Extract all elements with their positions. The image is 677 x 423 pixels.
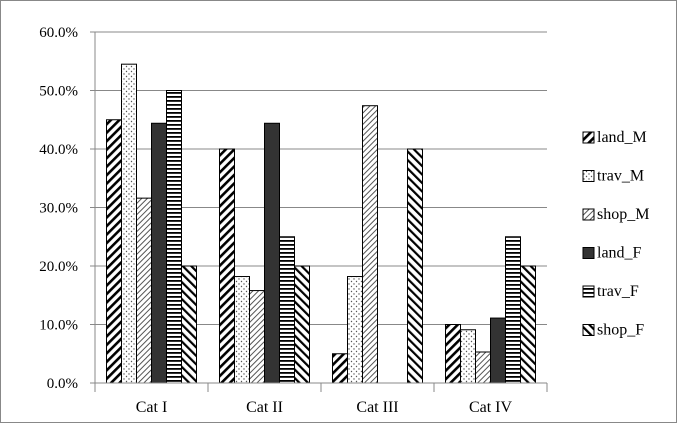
y-tick-label: 30.0% (39, 201, 78, 217)
x-tick-label: Cat IV (469, 399, 513, 416)
bar-land_F-4 (490, 317, 506, 384)
y-tick-label: 20.0% (39, 259, 78, 275)
bar-land_M-4 (445, 324, 461, 384)
bar-land_M-3 (332, 353, 348, 384)
bar-trav_M-2 (234, 276, 250, 384)
bar-land_M-1 (106, 119, 122, 384)
legend-swatch-shop_M (582, 208, 595, 221)
bar-trav_F-4 (505, 236, 521, 384)
legend-swatch-trav_F (582, 285, 595, 298)
legend-label-trav_F: trav_F (597, 283, 639, 300)
bar-trav_M-1 (121, 63, 137, 384)
legend-label-shop_F: shop_F (597, 322, 644, 339)
y-tick-label: 50.0% (39, 84, 78, 100)
bar-trav_M-4 (460, 329, 476, 384)
y-tick-label: 10.0% (39, 318, 78, 334)
legend-swatch-land_M (582, 131, 595, 144)
bar-shop_F-2 (294, 265, 310, 384)
x-axis-ticks: Cat I Cat II Cat III Cat IV (136, 399, 513, 416)
bar-trav_F-2 (279, 236, 295, 384)
legend-label-trav_M: trav_M (597, 168, 644, 185)
bar-shop_F-4 (520, 265, 536, 384)
x-tick-label: Cat III (356, 399, 398, 416)
bar-shop_M-2 (249, 290, 265, 384)
legend-label-shop_M: shop_M (597, 206, 649, 223)
bar-shop_F-3 (407, 148, 423, 384)
legend-swatch-shop_F (582, 324, 595, 336)
legend-swatch-trav_M (582, 170, 595, 182)
x-tick-label: Cat II (246, 399, 283, 416)
y-tick-label: 40.0% (39, 142, 78, 158)
bar-shop_M-1 (136, 197, 152, 384)
bar-shop_F-1 (181, 265, 197, 384)
x-tick-label: Cat I (136, 399, 168, 416)
legend-swatch-land_F (582, 247, 595, 259)
y-tick-label: 0.0% (47, 376, 78, 392)
bar-land_F-2 (264, 122, 280, 384)
bar-land_M-2 (219, 148, 235, 384)
bars (106, 63, 536, 384)
bar-trav_F-1 (166, 90, 182, 384)
bar-trav_M-3 (347, 276, 363, 384)
legend-label-land_M: land_M (597, 129, 647, 146)
bar-shop_M-4 (475, 351, 491, 384)
y-axis-ticks: 0.0% 10.0% 20.0% 30.0% 40.0% 50.0% 60.0% (39, 25, 78, 392)
legend: land_M trav_M shop_M land_F trav_F shop_F (582, 129, 649, 339)
axes (90, 31, 548, 392)
bar-land_F-1 (151, 122, 167, 384)
legend-label-land_F: land_F (597, 245, 642, 262)
bar-shop_M-3 (362, 105, 378, 384)
y-tick-label: 60.0% (39, 25, 78, 41)
